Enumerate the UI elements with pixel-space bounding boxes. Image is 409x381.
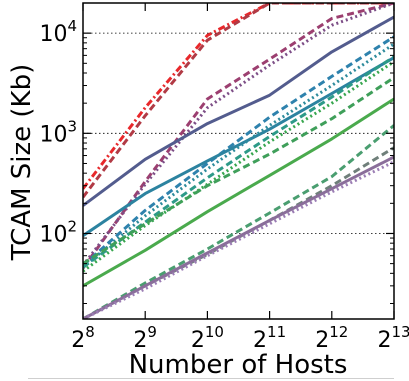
- x-tick-label: 210: [191, 323, 224, 353]
- x-tick-label: 211: [253, 323, 286, 353]
- series-line-15: [83, 155, 394, 319]
- y-tick-label: 104: [39, 17, 77, 47]
- x-tick-label: 213: [377, 323, 409, 353]
- series-line-16: [83, 160, 394, 319]
- x-tick-labels: 28 29 210 211 212 213: [71, 323, 409, 353]
- series-line-4: [83, 3, 394, 267]
- series-line-10: [83, 60, 394, 273]
- series-line-12: [83, 97, 394, 288]
- series-line-1: [83, 3, 394, 190]
- axis-ticks: [82, 2, 395, 319]
- x-tick-label: 29: [133, 323, 157, 353]
- x-axis-label: Number of Hosts: [129, 350, 348, 380]
- y-axis-label: TCAM Size (Kb): [7, 64, 37, 261]
- bottom-divider: [28, 378, 394, 379]
- series-line-9: [83, 55, 394, 269]
- plot-frame: [82, 2, 395, 320]
- series-line-8: [83, 42, 394, 269]
- x-tick-label: 212: [315, 323, 348, 353]
- series-line-2: [83, 3, 394, 199]
- series-line-6: [83, 35, 394, 267]
- series-lines: [83, 3, 394, 319]
- y-tick-label: 102: [39, 217, 77, 247]
- y-tick-labels: 102 103 104: [39, 17, 77, 247]
- series-line-13: [83, 124, 394, 319]
- series-line-5: [83, 15, 394, 207]
- y-tick-label: 103: [39, 117, 77, 147]
- x-tick-label: 28: [71, 323, 95, 353]
- series-line-11: [83, 76, 394, 265]
- series-line-7: [83, 56, 394, 237]
